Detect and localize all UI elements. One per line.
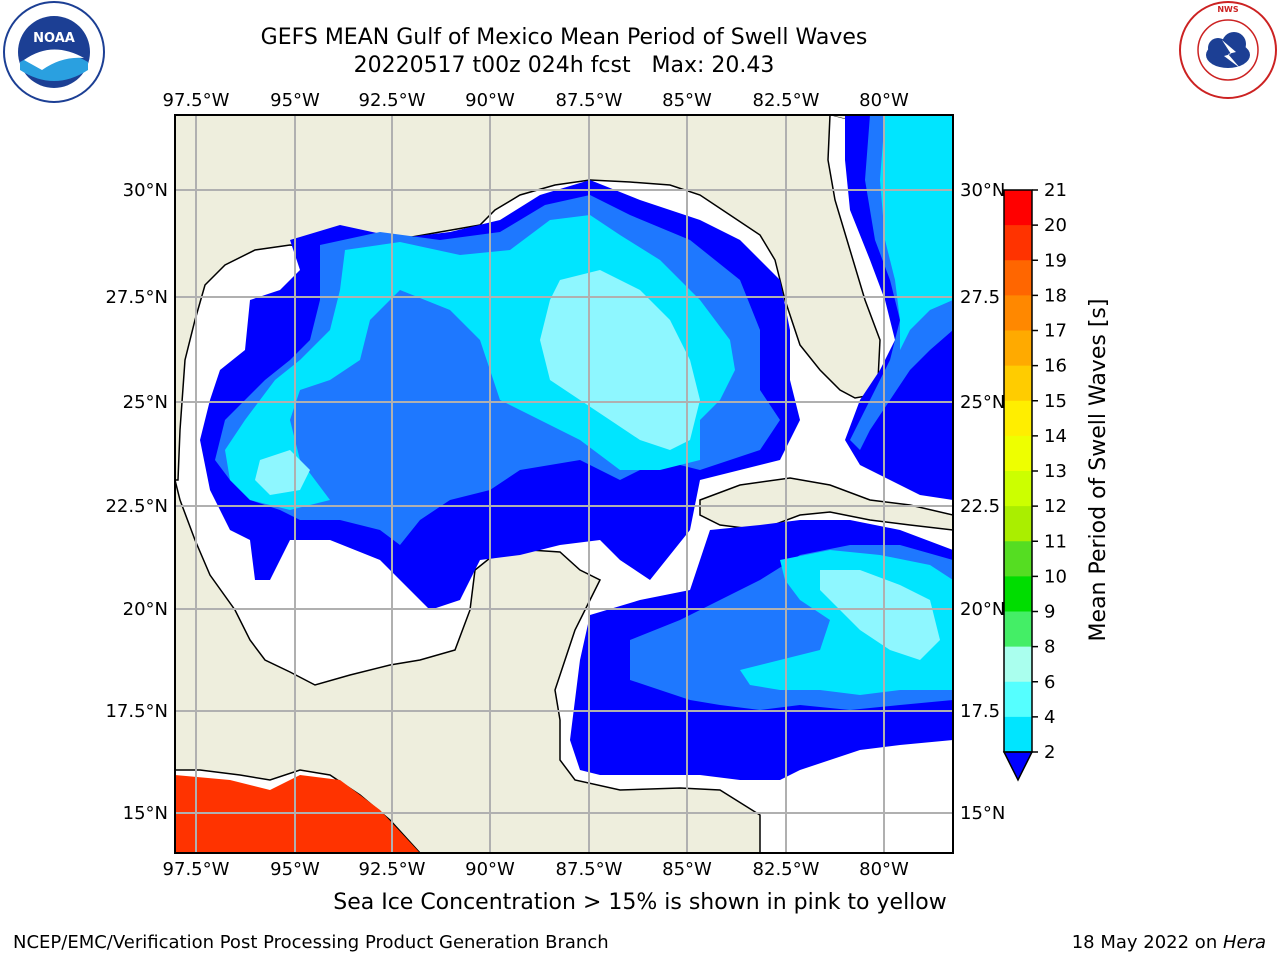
colorbar-label: Mean Period of Swell Waves [s]	[1086, 299, 1111, 642]
colorbar-tick-label-13: 8	[1044, 637, 1055, 658]
lon-label-bottom-6: 82.5°W	[753, 859, 820, 880]
colorbar-segment-1	[1004, 225, 1032, 261]
colorbar-tick-label-6: 15	[1044, 391, 1067, 412]
footer-right: 18 May 2022 on Hera	[1072, 932, 1266, 953]
lat-label-right-6: 15°N	[960, 803, 1005, 824]
lon-label-top-3: 90°W	[465, 90, 515, 111]
contour-gulf-level-8-west	[255, 450, 310, 495]
swell-period-contours	[175, 115, 953, 853]
colorbar-segment-12	[1004, 611, 1032, 648]
colorbar-segment-2	[1004, 260, 1032, 296]
colorbar-tick-label-7: 14	[1044, 426, 1067, 447]
footer-date: 18 May 2022 on	[1071, 932, 1223, 953]
colorbar-tick-label-3: 18	[1044, 285, 1067, 306]
lat-label-right-5: 17.5	[960, 701, 1000, 722]
map-plot-area	[175, 115, 953, 853]
lat-label-right-4: 20°N	[960, 599, 1005, 620]
lon-label-top-0: 97.5°W	[163, 90, 230, 111]
colorbar-segment-14	[1004, 681, 1032, 718]
colorbar-tick-label-1: 20	[1044, 215, 1067, 236]
noaa-logo: NOAA	[2, 0, 106, 108]
lat-label-left-1: 27.5°N	[105, 287, 168, 308]
lat-label-left-4: 20°N	[123, 599, 168, 620]
contour-atlantic-level-6	[880, 115, 953, 350]
colorbar-segment-4	[1004, 330, 1032, 367]
lon-label-top-7: 80°W	[859, 90, 909, 111]
lon-label-top-6: 82.5°W	[753, 90, 820, 111]
colorbar-tick-label-9: 12	[1044, 496, 1067, 517]
lon-label-bottom-1: 95°W	[270, 859, 320, 880]
colorbar-tick-label-5: 16	[1044, 356, 1067, 377]
colorbar-tick-label-14: 6	[1044, 672, 1055, 693]
colorbar-tick-label-11: 10	[1044, 566, 1067, 587]
colorbar-tick-label-10: 11	[1044, 531, 1067, 552]
lat-label-right-3: 22.5	[960, 496, 1000, 517]
title-line-2: 20220517 t00z 024h fcst Max: 20.43	[353, 53, 775, 78]
lon-label-top-5: 85°W	[662, 90, 712, 111]
lon-labels-top: 97.5°W 95°W 92.5°W 90°W 87.5°W 85°W 82.5°W 80°W	[163, 90, 909, 111]
colorbar-extend-arrow	[1002, 751, 1034, 782]
map-frame	[174, 114, 954, 854]
colorbar-segment-3	[1004, 295, 1032, 331]
lat-labels-left: 30°N 27.5°N 25°N 22.5°N 20°N 17.5°N 15°N	[105, 180, 168, 824]
colorbar-segment-10	[1004, 541, 1032, 577]
colorbar-segment-9	[1004, 506, 1032, 542]
noaa-logo-text: NOAA	[33, 31, 75, 46]
lon-label-bottom-0: 97.5°W	[163, 859, 230, 880]
footer-left: NCEP/EMC/Verification Post Processing Pr…	[13, 932, 609, 953]
colorbar-tick-label-12: 9	[1044, 602, 1055, 623]
lat-label-left-0: 30°N	[123, 180, 168, 201]
lon-label-top-4: 87.5°W	[556, 90, 623, 111]
colorbar-tick-label-8: 13	[1044, 461, 1067, 482]
lat-label-left-3: 22.5°N	[105, 496, 168, 517]
colorbar-segment-13	[1004, 646, 1032, 683]
lat-label-left-6: 15°N	[123, 803, 168, 824]
chart-title: GEFS MEAN Gulf of Mexico Mean Period of …	[0, 24, 1128, 80]
lon-label-top-1: 95°W	[270, 90, 320, 111]
lat-labels-right: 30°N 27.5 25°N 22.5 20°N 17.5 15°N	[960, 180, 1005, 824]
title-line-1: GEFS MEAN Gulf of Mexico Mean Period of …	[260, 25, 868, 50]
colorbar-segment-8	[1004, 471, 1032, 507]
colorbar-segment-11	[1004, 576, 1032, 612]
sea-ice-caption: Sea Ice Concentration > 15% is shown in …	[333, 890, 947, 915]
lat-label-left-5: 17.5°N	[105, 701, 168, 722]
lon-label-bottom-4: 87.5°W	[556, 859, 623, 880]
colorbar: 21 20 19 18 17 16 15 14 13 12 11 10 9 8 6 4 2	[1002, 180, 1067, 782]
colorbar-segment-0	[1004, 190, 1032, 226]
colorbar-tick-label-16: 2	[1044, 742, 1055, 763]
colorbar-segment-7	[1004, 435, 1032, 472]
svg-text:NWS: NWS	[1217, 5, 1239, 14]
colorbar-segment-5	[1004, 365, 1032, 402]
contour-gulf-level-8	[540, 270, 700, 450]
lon-labels-bottom: 97.5°W 95°W 92.5°W 90°W 87.5°W 85°W 82.5°W 80°W	[163, 859, 909, 880]
colorbar-tick-label-4: 17	[1044, 321, 1067, 342]
nws-logo: NWS	[1178, 0, 1278, 104]
lat-label-left-2: 25°N	[123, 392, 168, 413]
colorbar-tick-label-15: 4	[1044, 707, 1055, 728]
colorbar-tick-label-2: 19	[1044, 250, 1067, 271]
map-gridlines	[175, 115, 953, 853]
colorbar-segment-15	[1004, 716, 1032, 753]
lat-label-right-2: 25°N	[960, 392, 1005, 413]
colorbar-tick-label-0: 21	[1044, 180, 1067, 201]
lon-label-bottom-2: 92.5°W	[359, 859, 426, 880]
land-us-gulf-coast	[175, 115, 881, 481]
lon-label-bottom-7: 80°W	[859, 859, 909, 880]
colorbar-segment-6	[1004, 400, 1032, 437]
lon-label-bottom-5: 85°W	[662, 859, 712, 880]
lat-label-right-0: 30°N	[960, 180, 1005, 201]
lon-label-top-2: 92.5°W	[359, 90, 426, 111]
contour-caribbean-level-8	[820, 570, 940, 660]
footer-host: Hera	[1222, 932, 1266, 953]
lat-label-right-1: 27.5	[960, 287, 1000, 308]
lon-label-bottom-3: 90°W	[465, 859, 515, 880]
